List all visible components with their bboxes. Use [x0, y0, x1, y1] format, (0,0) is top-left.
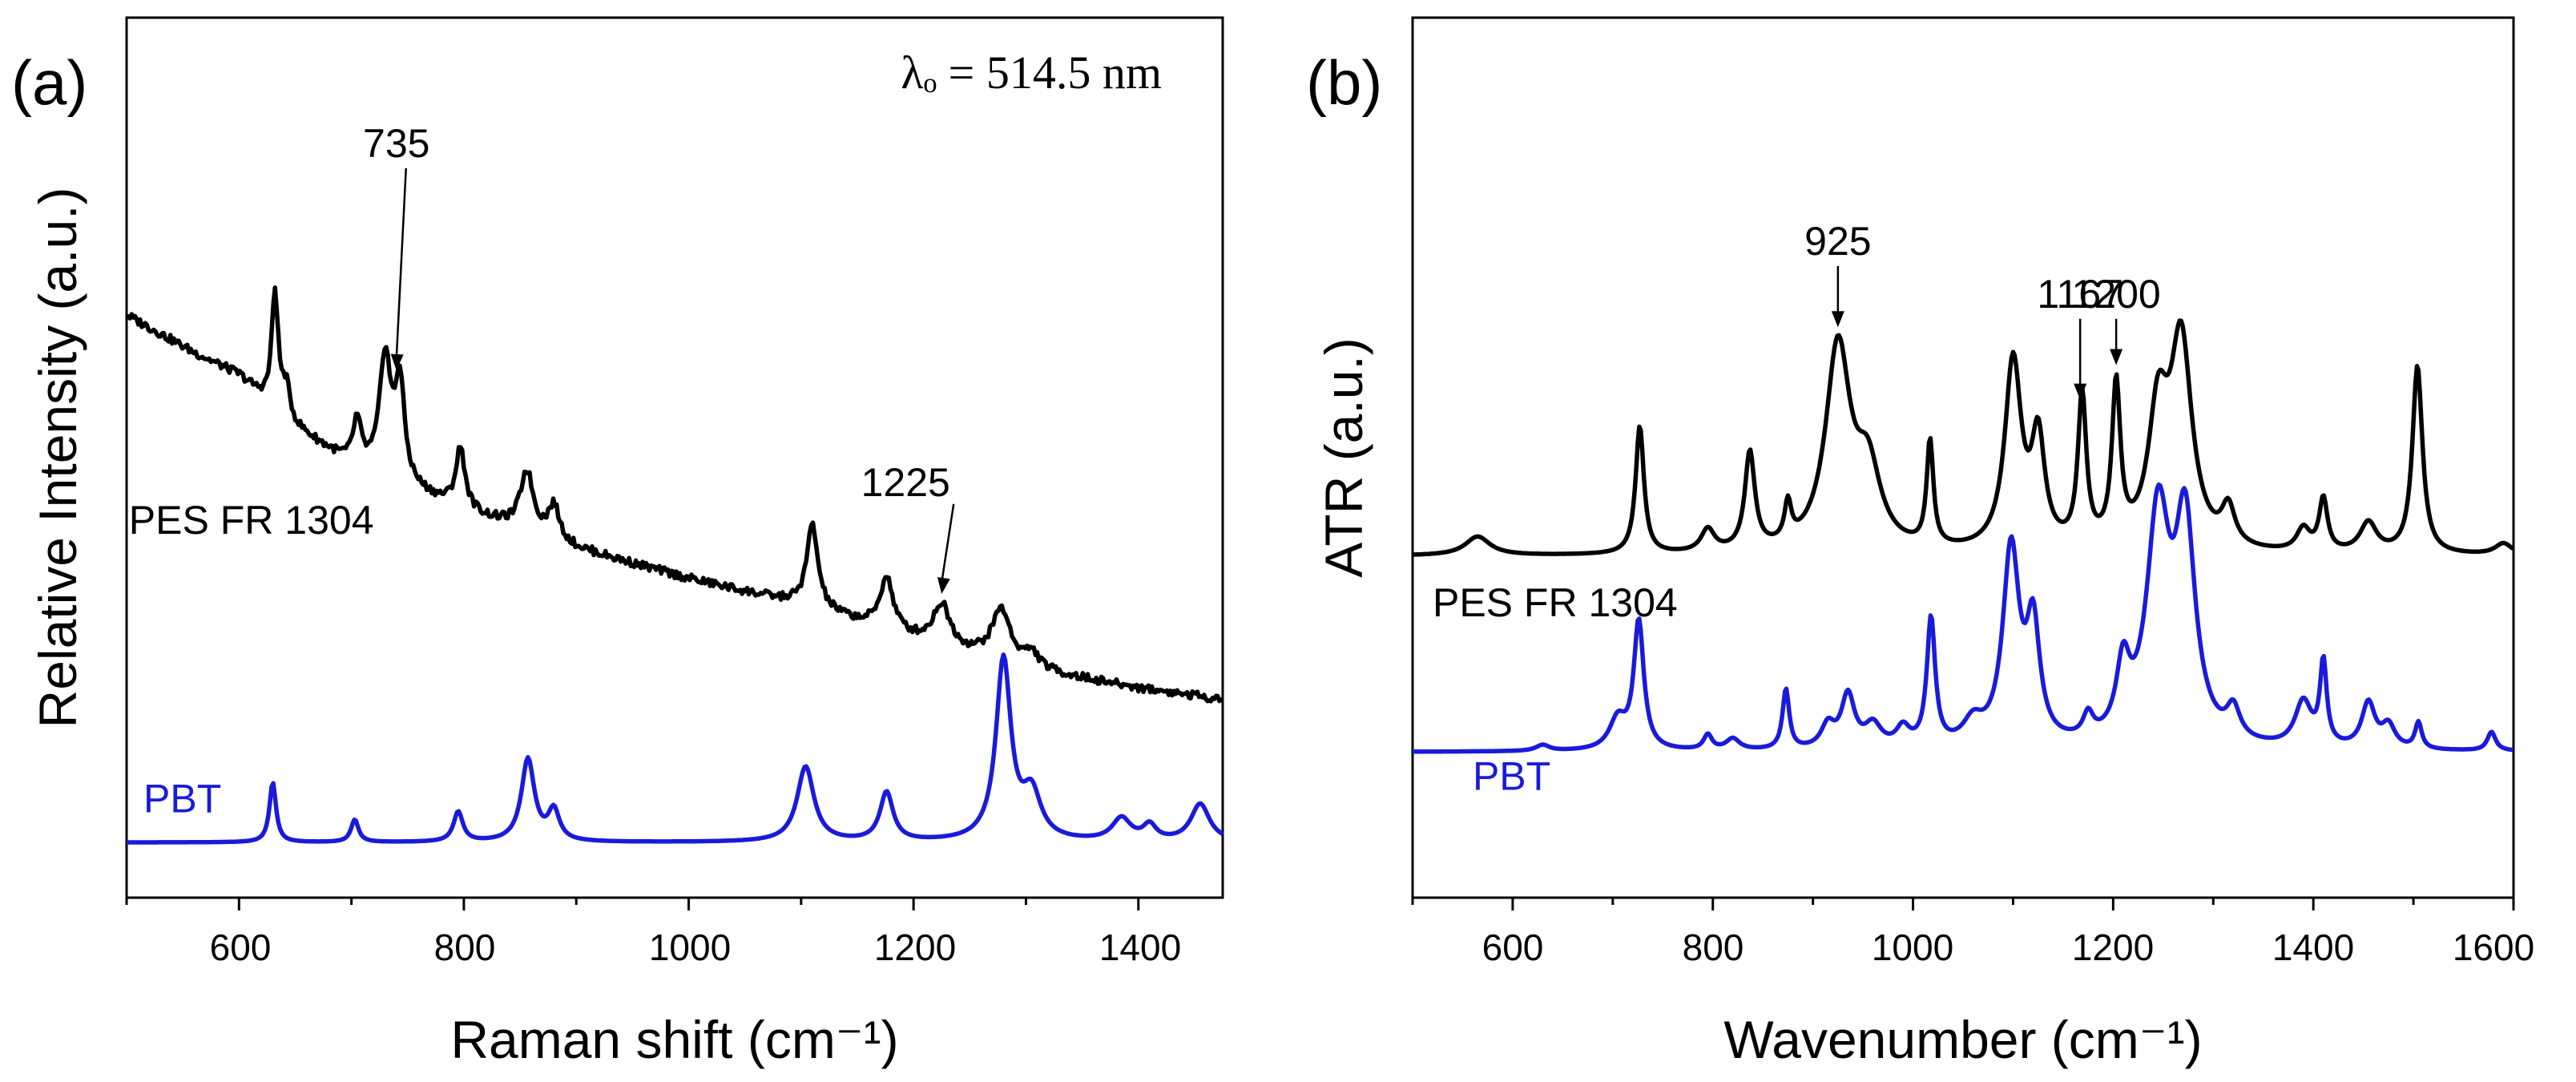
panel-b-tick-label: 1400: [2272, 927, 2354, 968]
series-label-pes-fr-1304: PES FR 1304: [129, 498, 374, 543]
panel-b-frame: [1411, 16, 2515, 899]
panel-a-line-pbt: [126, 652, 1224, 845]
panel-b-arrows: [1831, 266, 2123, 400]
annotation-arrow-line: [395, 168, 407, 360]
panel-a-y-axis-title: Relative Intensity (a.u.): [28, 188, 87, 729]
panel-a-series: [126, 285, 1224, 845]
peak-label-735: 735: [363, 121, 429, 166]
panel-b-line-pes-fr-1304: [1412, 318, 2514, 557]
panel-b-tick-label: 1200: [2072, 927, 2154, 968]
panel-b-y-axis-title: ATR (a.u.): [1314, 337, 1373, 577]
panel-b: 600 800 1000 1200 1400 1600 Wavenumber (…: [1306, 16, 2534, 1069]
panel-b-label: (b): [1306, 47, 1382, 118]
panel-a-ticks: [125, 898, 1140, 910]
peak-label-1225: 1225: [861, 460, 950, 505]
panel-b-tick-label: 1600: [2453, 927, 2534, 968]
panel-a-line-pes-fr-1304: [126, 285, 1223, 704]
panel-b-x-axis-title: Wavenumber (cm⁻¹): [1723, 1010, 2202, 1069]
panel-a-arrows: [390, 168, 955, 594]
panel-a-x-axis-title: Raman shift (cm⁻¹): [450, 1010, 898, 1069]
annotation-arrow-head: [390, 353, 404, 370]
annotation-arrow-head: [937, 577, 950, 594]
wavelength-annotation: λₒ = 514.5 nm: [901, 46, 1162, 99]
panel-a-tick-label: 600: [210, 927, 272, 968]
panel-a-tick-label: 1400: [1099, 927, 1181, 968]
panel-b-ticks: [1411, 898, 2515, 910]
annotation-arrow-head: [2074, 383, 2087, 400]
annotation-arrow-head: [1831, 311, 1844, 328]
panel-a-tick-label: 800: [434, 927, 496, 968]
panel-b-tick-label: 600: [1482, 927, 1544, 968]
panel-b-tick-label: 1000: [1872, 927, 1953, 968]
panel-b-series: [1412, 318, 2514, 754]
annotation-arrow-line: [940, 503, 955, 583]
peak-label-925: 925: [1804, 219, 1871, 264]
annotation-arrow-head: [2110, 349, 2123, 365]
series-label-pes-fr-1304: PES FR 1304: [1433, 580, 1678, 625]
peak-label-1167: 1167: [2037, 272, 2123, 317]
panel-a-frame: [125, 16, 1224, 899]
panel-a-tick-label: 1200: [874, 927, 956, 968]
panel-a-tick-label: 1000: [649, 927, 731, 968]
panel-a-label: (a): [11, 47, 87, 118]
series-label-pbt: PBT: [1473, 753, 1550, 798]
series-label-pbt: PBT: [143, 777, 221, 822]
panel-b-tick-label: 800: [1683, 927, 1744, 968]
panel-b-line-pbt: [1412, 482, 2514, 754]
peak-label-1200: 1200: [2071, 272, 2160, 317]
panel-a: 600 800 1000 1200 1400 Raman shift (cm⁻¹…: [11, 16, 1224, 1069]
